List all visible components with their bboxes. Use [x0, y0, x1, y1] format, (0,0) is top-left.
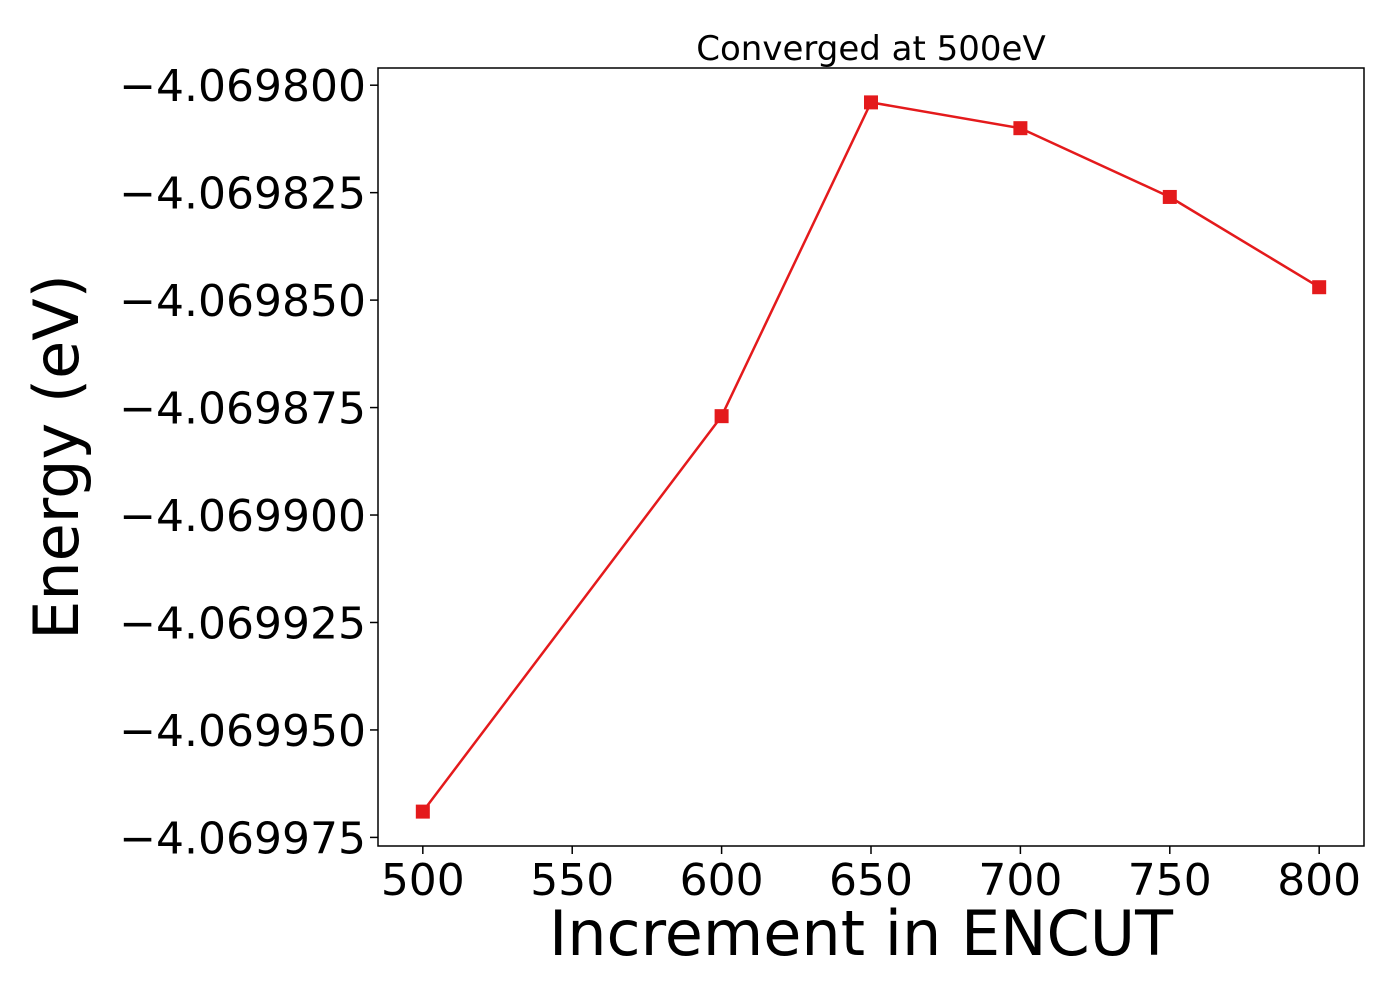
data-point-marker [1312, 280, 1327, 295]
y-axis-title: Energy (eV) [20, 274, 93, 640]
x-tick-label: 750 [1128, 855, 1212, 906]
data-point-marker [415, 804, 430, 819]
plot-area-frame [377, 67, 1365, 847]
data-point-marker [1013, 121, 1028, 136]
series-layer [415, 95, 1327, 819]
x-tick-label: 550 [530, 855, 614, 906]
x-tick-label: 600 [680, 855, 764, 906]
y-tick-label: −4.069800 [119, 61, 366, 112]
data-point-marker [714, 409, 729, 424]
y-tick-label: −4.069825 [119, 169, 366, 220]
data-point-marker [1162, 189, 1177, 204]
series-line [421, 101, 1320, 813]
y-tick-label: −4.069975 [119, 813, 366, 864]
y-tick-label: −4.069900 [119, 491, 366, 542]
y-axis-ticks: −4.069800 −4.069825 −4.069850 −4.069875 −4.0… [119, 61, 378, 864]
x-tick-label: 800 [1277, 855, 1361, 906]
chart-title: Converged at 500eV [696, 29, 1045, 69]
y-tick-label: −4.069925 [119, 598, 366, 649]
data-point-marker [864, 95, 878, 110]
x-tick-label: 500 [381, 855, 465, 906]
x-tick-label: 700 [978, 855, 1062, 906]
x-axis-title: Increment in ENCUT [549, 897, 1174, 970]
y-tick-label: −4.069950 [119, 706, 366, 757]
x-axis-ticks: 500 550 600 650 700 750 800 [381, 846, 1361, 906]
y-tick-label: −4.069875 [119, 384, 366, 435]
y-tick-label: −4.069850 [119, 276, 366, 327]
x-tick-label: 650 [829, 855, 913, 906]
